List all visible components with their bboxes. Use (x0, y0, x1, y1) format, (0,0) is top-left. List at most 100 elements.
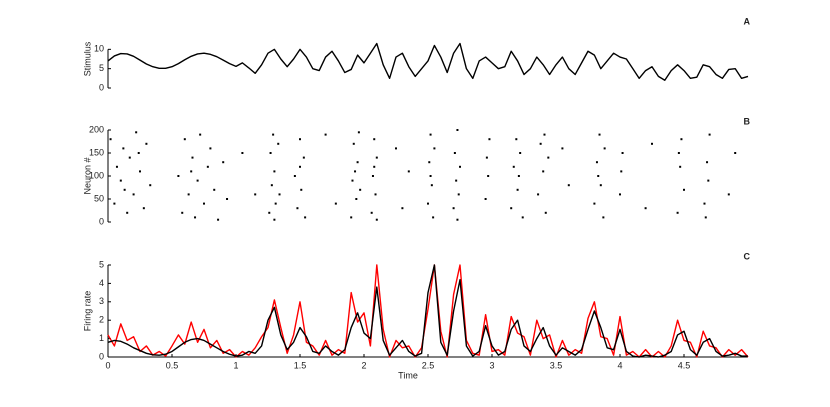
spike (543, 133, 546, 136)
spike (302, 156, 305, 159)
spike (187, 193, 190, 196)
spike (428, 161, 431, 164)
spike (484, 198, 487, 200)
spike (453, 152, 456, 154)
spike (407, 170, 410, 173)
spike (487, 175, 490, 177)
spike (644, 207, 647, 210)
spike (196, 179, 199, 182)
spike (597, 175, 600, 177)
spike (521, 216, 524, 219)
spike (139, 170, 141, 173)
spike (109, 138, 112, 141)
spike (352, 142, 355, 145)
spike (602, 216, 605, 219)
spike (209, 147, 212, 150)
spike (457, 193, 460, 196)
panel-label: C (744, 251, 751, 261)
spike (620, 170, 623, 173)
spike (132, 193, 135, 196)
spike (119, 179, 122, 182)
spike (430, 184, 433, 187)
spike (199, 133, 202, 136)
spike (299, 138, 301, 141)
spike (373, 138, 376, 141)
spike (370, 211, 373, 214)
spike (273, 170, 276, 173)
y-tick-label: 0 (99, 351, 104, 361)
spike (375, 218, 378, 221)
spike (703, 202, 706, 205)
spike (595, 161, 598, 164)
spike (296, 207, 299, 210)
spike (299, 165, 301, 168)
spike (304, 216, 307, 219)
spike (371, 175, 374, 177)
spike (488, 138, 491, 141)
spike (206, 165, 209, 168)
spike (427, 202, 429, 205)
spike (128, 156, 131, 159)
spike (433, 147, 436, 150)
spike (142, 207, 145, 210)
spike (293, 175, 296, 177)
spike (683, 188, 685, 191)
spike (519, 152, 522, 154)
spike (355, 198, 358, 200)
spike (126, 211, 129, 214)
spike (704, 216, 707, 219)
spike (226, 198, 229, 200)
spike (359, 188, 362, 191)
y-tick-label: 2 (99, 315, 104, 325)
y-tick-label: 5 (99, 63, 104, 73)
spike (272, 133, 275, 136)
spike (273, 218, 276, 221)
spike (356, 161, 359, 164)
spike (619, 193, 621, 196)
spike (269, 152, 272, 154)
spike (149, 184, 152, 187)
spike (517, 175, 520, 177)
y-tick-label: 0 (99, 82, 104, 92)
x-tick-label: 4 (617, 360, 622, 370)
spike (547, 156, 550, 159)
spike (734, 152, 737, 154)
spike (727, 193, 730, 196)
spike (429, 175, 432, 177)
y-tick-label: 10 (94, 44, 104, 54)
x-axis-label: Time (398, 370, 418, 380)
spike (456, 218, 459, 221)
spike (122, 147, 125, 150)
spike (190, 170, 193, 173)
spike (222, 161, 225, 164)
spike (544, 211, 547, 214)
spike (567, 184, 570, 187)
spike (357, 131, 360, 134)
spike (510, 207, 513, 210)
spike (213, 188, 216, 191)
spike (115, 165, 118, 168)
spike (268, 211, 271, 214)
series-line (107, 264, 749, 358)
y-tick-label: 0 (99, 216, 104, 226)
spike (676, 211, 679, 214)
spike (401, 207, 404, 210)
x-tick-label: 1 (233, 360, 238, 370)
spike (270, 184, 273, 187)
y-tick-label: 150 (89, 147, 104, 157)
spike (561, 147, 564, 150)
x-tick-label: 0 (105, 360, 110, 370)
spike (651, 142, 653, 145)
spike (217, 218, 220, 221)
spike (707, 179, 710, 182)
spike (708, 133, 711, 136)
spike (680, 138, 683, 141)
x-tick-label: 0.5 (166, 360, 179, 370)
spike (241, 152, 244, 154)
y-tick-label: 5 (99, 259, 104, 269)
spike (177, 175, 180, 177)
spike (375, 156, 378, 159)
x-tick-label: 4.5 (678, 360, 691, 370)
x-tick-label: 3.5 (550, 360, 563, 370)
